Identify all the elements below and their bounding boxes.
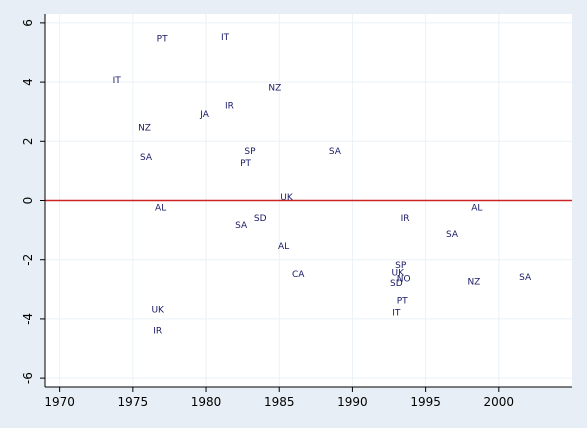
point-label: IT [113, 76, 122, 86]
point-label: IR [401, 214, 410, 224]
point-label: SA [329, 147, 342, 157]
point-label: NO [397, 274, 411, 284]
x-tick-label: 1970 [44, 395, 75, 409]
point-label: NZ [138, 123, 151, 133]
x-tick-label: 1990 [337, 395, 368, 409]
y-tick-label: 2 [21, 137, 35, 145]
x-tick-label: 1985 [264, 395, 295, 409]
point-label: PT [157, 35, 168, 45]
point-label: IR [153, 326, 162, 336]
point-label: NZ [467, 277, 480, 287]
y-tick-label: 4 [21, 78, 35, 86]
x-tick-label: 1980 [191, 395, 222, 409]
point-label: IT [221, 33, 230, 43]
point-label: SP [395, 261, 407, 271]
point-label: SD [390, 279, 403, 289]
point-label: UK [151, 306, 165, 316]
x-tick-label: 1975 [118, 395, 149, 409]
point-label: JA [199, 110, 209, 120]
y-tick-label: 6 [21, 19, 35, 27]
y-tick-label: -6 [21, 372, 35, 384]
point-label: IT [392, 308, 401, 318]
point-label: PT [240, 159, 251, 169]
point-label: PT [397, 297, 408, 307]
x-tick-label: 2000 [484, 395, 515, 409]
point-label: SA [446, 230, 459, 240]
point-label: UK [280, 193, 294, 203]
point-label: CA [292, 270, 305, 280]
point-label: SA [140, 153, 153, 163]
point-label: AL [278, 242, 289, 252]
point-label: SA [235, 221, 248, 231]
point-label: SD [254, 214, 267, 224]
point-label: NZ [268, 84, 281, 94]
y-tick-label: -4 [21, 313, 35, 325]
point-label: AL [471, 203, 482, 213]
x-axis-ticks: 1970 1975 1980 1985 1990 1995 2000 [44, 387, 514, 409]
y-tick-label: 0 [21, 197, 35, 205]
point-label: UK [392, 269, 406, 279]
point-label: SA [519, 273, 532, 283]
x-tick-label: 1995 [410, 395, 441, 409]
y-tick-label: -2 [21, 254, 35, 266]
point-label: AL [155, 203, 166, 213]
y-axis-ticks: -6 -4 -2 0 2 4 6 [21, 19, 45, 384]
point-label: IR [225, 101, 234, 111]
point-label: SP [244, 147, 256, 157]
